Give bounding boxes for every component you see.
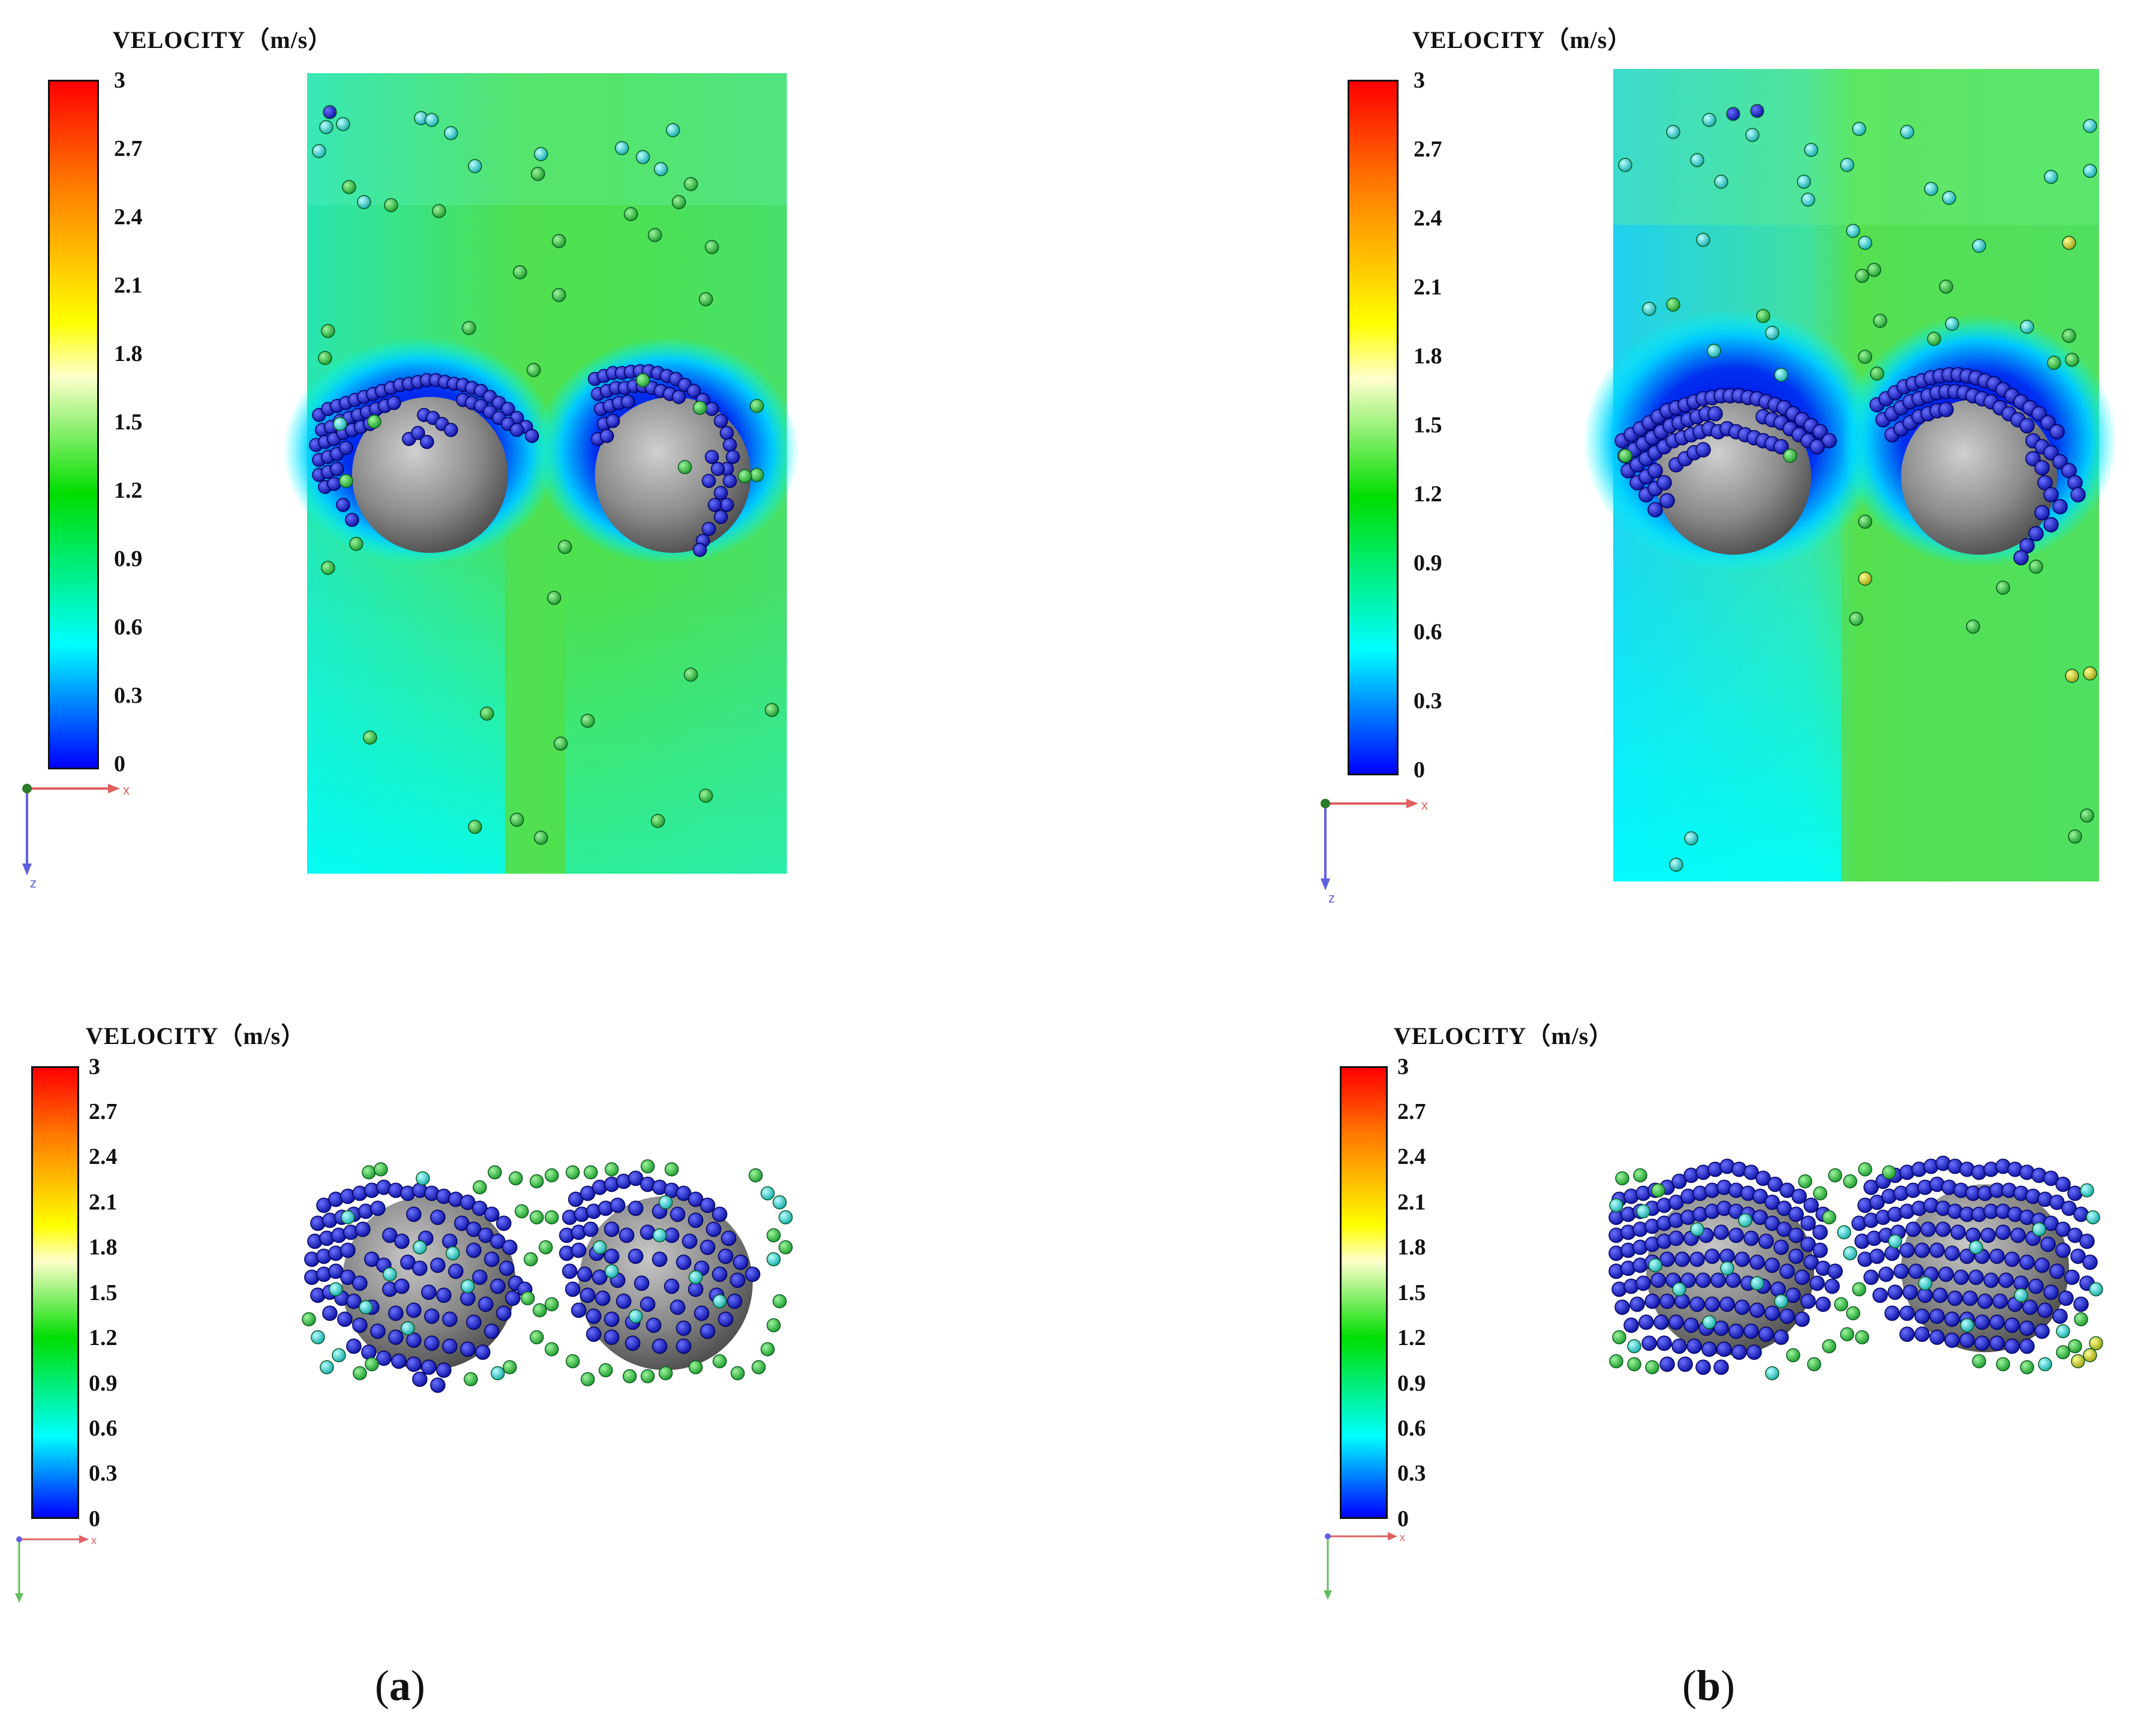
tick-label: 1.8 [114,341,143,366]
sphere-obstacle [352,397,508,553]
particle-cluster [304,1171,760,1393]
tick-label: 0 [114,751,125,777]
tick-label: 0 [1414,757,1425,783]
tick-label: 0.9 [1414,550,1442,576]
particle-scatter [302,1159,793,1386]
colorbar [1340,1066,1388,1519]
axis-triad: x z [22,783,130,890]
axis-triad: x [15,1535,97,1603]
particle-cluster [1614,367,2086,565]
tick-label: 1.2 [89,1325,118,1350]
particle-cluster [309,364,740,557]
tick-label: 0.9 [114,546,143,571]
axis-triad: x z [1321,798,1428,905]
tick-label: 2.4 [1397,1144,1426,1169]
tick-label: 2.7 [1414,137,1442,162]
tick-label: 3 [89,1054,100,1079]
panel-bottom-left: VELOCITY（m/s） 3 2.7 2.4 2.1 1.8 1.5 1.2 … [0,959,1064,1649]
caption-a-letter: a [389,1662,411,1710]
tick-label: 0.3 [1414,688,1442,714]
tick-label: 2.4 [1414,206,1442,231]
tick-label: 0 [1397,1506,1409,1532]
tick-label: 1.5 [1397,1280,1426,1305]
particle-scene [1608,1156,2103,1380]
tick-label: 0.6 [89,1416,118,1441]
tick-label: 1.5 [89,1280,118,1305]
colorbar-title: VELOCITY（m/s） [1412,26,1632,53]
tick-label: 2.1 [1414,275,1442,300]
velocity-field-scene [283,73,799,874]
tick-label: 0.9 [89,1371,118,1396]
panel-top-right: VELOCITY（m/s） 3 2.7 2.4 2.1 1.8 1.5 1.2 … [1064,0,2129,905]
particle-cluster [1608,1156,2098,1375]
caption-b: (b) [1682,1662,1736,1710]
tick-label: 0.9 [1397,1371,1426,1396]
tick-label: 1.8 [1414,344,1442,369]
tick-label: 1.8 [89,1235,118,1260]
tick-label: 2.4 [114,204,143,230]
axis-triad: x [1324,1532,1405,1600]
panel-bottom-right: VELOCITY（m/s） 3 2.7 2.4 2.1 1.8 1.5 1.2 … [1064,959,2129,1649]
colorbar-title: VELOCITY（m/s） [113,26,333,53]
tick-label: 2.7 [89,1099,118,1124]
tick-label: 0.3 [1397,1461,1426,1486]
tick-label: 2.1 [114,273,143,298]
particle-scatter [1618,104,2097,872]
tick-label: 1.8 [1397,1235,1426,1260]
tick-label: 1.2 [1397,1325,1426,1350]
particle-scatter [312,105,779,845]
tick-label: 2.1 [1397,1190,1426,1215]
x-axis-label: x [1400,1532,1405,1544]
tick-label: 1.5 [114,410,143,435]
tick-label: 3 [114,68,125,93]
tick-label: 0.3 [114,683,143,708]
z-axis-label: z [30,875,37,890]
tick-label: 0.3 [89,1461,118,1486]
particle-scene [302,1159,793,1393]
colorbar [1348,80,1399,775]
tick-label: 3 [1397,1054,1409,1079]
x-axis-label: x [91,1535,97,1547]
tick-label: 2.4 [89,1144,118,1169]
caption-a: (a) [375,1662,425,1710]
sphere-obstacle [1901,399,2057,555]
tick-label: 0.6 [114,615,143,640]
tick-label: 0.6 [1414,619,1442,645]
tick-label: 2.1 [89,1190,118,1215]
colorbar-title: VELOCITY（m/s） [86,1022,306,1049]
x-axis-label: x [1421,798,1428,813]
particle-scatter [1609,1162,2103,1380]
velocity-field-scene [1583,69,2117,881]
x-axis-label: x [123,783,130,798]
z-axis-label: z [1328,890,1335,905]
colorbar [48,80,99,769]
tick-label: 2.7 [114,136,143,161]
tick-label: 3 [1414,68,1425,93]
panel-top-left: VELOCITY（m/s） 3 2.7 2.4 2.1 1.8 1.5 1.2 … [0,0,1064,899]
colorbar-title: VELOCITY（m/s） [1394,1022,1614,1049]
sphere-obstacle [595,397,751,553]
tick-label: 0.6 [1397,1416,1426,1441]
tick-label: 1.2 [114,478,143,503]
tick-label: 1.2 [1414,482,1442,507]
tick-label: 2.7 [1397,1099,1426,1124]
caption-b-letter: b [1696,1662,1721,1710]
colorbar [31,1066,79,1519]
tick-label: 1.5 [1414,413,1442,438]
tick-label: 0 [89,1506,100,1532]
